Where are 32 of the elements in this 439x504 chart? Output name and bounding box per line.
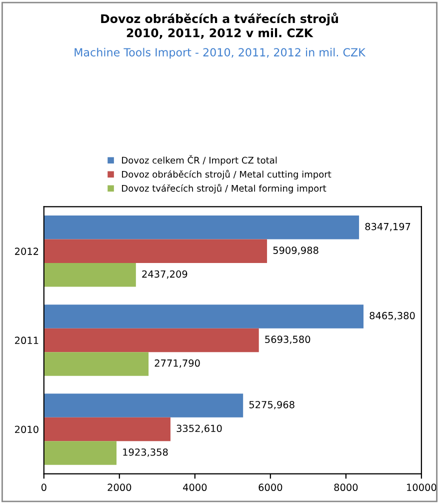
data-label: 5275,968 xyxy=(249,400,294,410)
data-label: 5909,988 xyxy=(273,246,318,255)
data-label: 3352,610 xyxy=(176,424,222,434)
bar xyxy=(44,216,360,240)
bar xyxy=(44,328,259,352)
y-tick-label: 2012 xyxy=(15,248,38,255)
data-label: 8347,197 xyxy=(365,222,410,232)
data-label: 5693,580 xyxy=(265,336,310,344)
x-tick-label: 4000 xyxy=(183,484,207,492)
legend-label: Dovoz tvářecích strojů / Metal forming import xyxy=(122,184,326,194)
data-label: 2437,209 xyxy=(142,270,188,279)
bar xyxy=(44,239,268,264)
x-tick-label: 0 xyxy=(41,484,46,492)
bar xyxy=(44,352,149,376)
data-label: 2771,790 xyxy=(154,359,200,368)
x-tick-label: 6000 xyxy=(258,484,282,492)
bar xyxy=(44,304,364,328)
legend-label: Dovoz celkem ČR / Import CZ total xyxy=(122,155,277,166)
x-tick-label: 10000 xyxy=(407,484,436,492)
bar xyxy=(44,394,244,418)
chart-subtitle: Machine Tools Import - 2010, 2011, 2012 in mil. CZK xyxy=(74,48,366,59)
bar xyxy=(44,441,117,465)
bar xyxy=(44,263,136,287)
chart-title: Dovoz obráběcích a tvářecích strojů 2010, 2011, 2012 v mil. CZK xyxy=(101,12,338,39)
data-label: 1923,358 xyxy=(123,448,168,457)
legend-label: Dovoz obráběcích strojů / Metal cutting import xyxy=(122,170,332,180)
data-label: 8465,380 xyxy=(370,312,415,320)
x-tick-label: 8000 xyxy=(334,484,358,492)
y-tick-label: 2011 xyxy=(15,336,38,344)
bar xyxy=(44,417,170,442)
y-tick-label: 2010 xyxy=(15,426,38,434)
x-tick-label: 2000 xyxy=(108,484,132,492)
